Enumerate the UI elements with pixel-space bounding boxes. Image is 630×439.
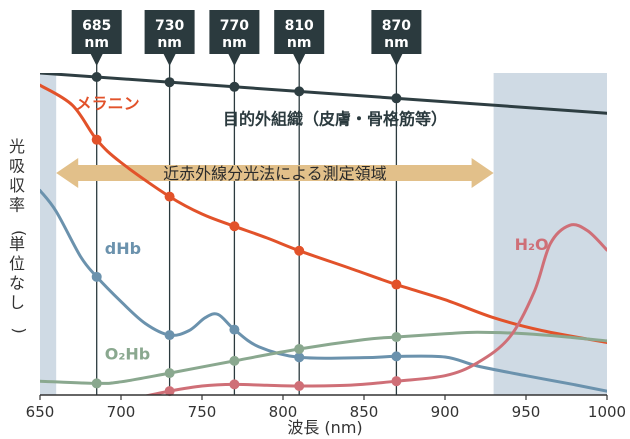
measurement-range-arrow: [56, 158, 494, 188]
wavelength-unit: nm: [157, 35, 182, 51]
data-point-o2hb-870: [391, 332, 402, 343]
data-point-tissue-810: [294, 86, 305, 97]
x-tick-label-650: 650: [26, 403, 55, 421]
wavelength-value: 810: [285, 18, 314, 34]
x-axis: 650 700 750 800 850 900 950 1000: [26, 394, 626, 421]
data-point-o2hb-685: [91, 378, 102, 389]
series-labels: 目的外組織（皮膚・骨格筋等） メラニン dHb O₂Hb H₂O: [76, 94, 549, 364]
wavelength-unit: nm: [384, 35, 409, 51]
shaded-region: [40, 73, 57, 395]
wavelength-value: 730: [155, 18, 184, 34]
shaded-regions: [40, 73, 607, 395]
data-point-o2hb-810: [294, 343, 305, 354]
x-tick-label-750: 750: [188, 403, 217, 421]
measurement-range-label: 近赤外線分光法による測定領域: [163, 164, 387, 183]
series-label-melanin: メラニン: [76, 94, 140, 113]
series-label-h2o: H₂O: [515, 235, 549, 254]
data-point-h2o-870: [391, 376, 402, 387]
series-line-tissue: [40, 73, 607, 115]
data-point-h2o-770: [229, 379, 240, 390]
x-tick-label-850: 850: [350, 403, 379, 421]
series-label-tissue: 目的外組織（皮膚・骨格筋等）: [223, 110, 447, 129]
data-point-tissue-730: [164, 77, 175, 88]
points-layer: [91, 72, 402, 397]
data-point-tissue-770: [229, 81, 240, 92]
data-point-melanin-870: [391, 279, 402, 290]
x-tick-label-950: 950: [512, 403, 541, 421]
x-tick-label-900: 900: [431, 403, 460, 421]
data-point-o2hb-770: [229, 355, 240, 366]
data-point-tissue-870: [391, 93, 402, 104]
series-line-h2o: [143, 223, 607, 395]
data-point-melanin-730: [164, 191, 175, 202]
x-axis-title: 波長 (nm): [287, 418, 362, 437]
data-point-dhb-870: [391, 351, 402, 362]
data-point-o2hb-730: [164, 368, 175, 379]
data-point-h2o-730: [164, 386, 175, 397]
data-point-melanin-810: [294, 245, 305, 256]
series-line-o2hb: [40, 330, 607, 385]
series-label-dhb: dHb: [105, 239, 141, 258]
x-tick-label-700: 700: [107, 403, 136, 421]
shaded-region: [493, 73, 607, 395]
series-layer: [40, 73, 607, 395]
data-point-dhb-810: [294, 352, 305, 363]
data-point-dhb-770: [229, 324, 240, 335]
data-point-h2o-810: [294, 380, 305, 391]
series-label-o2hb: O₂Hb: [105, 345, 150, 364]
data-point-dhb-730: [164, 330, 175, 341]
wavelength-unit: nm: [84, 35, 109, 51]
wavelength-value: 685: [82, 18, 111, 34]
y-axis-title: 光吸収率(単位なし): [9, 137, 29, 334]
data-point-melanin-770: [229, 221, 240, 232]
x-tick-label-1000: 1000: [588, 403, 626, 421]
wavelength-unit: nm: [287, 35, 312, 51]
data-point-tissue-685: [91, 72, 102, 83]
wavelength-value: 870: [382, 18, 411, 34]
annotation-layer: 近赤外線分光法による測定領域: [56, 158, 494, 188]
wavelength-unit: nm: [222, 35, 247, 51]
x-tick-label-800: 800: [269, 403, 298, 421]
series-line-melanin: [40, 83, 607, 344]
wavelength-value: 770: [220, 18, 249, 34]
data-point-melanin-685: [91, 134, 102, 145]
data-point-dhb-685: [91, 271, 102, 282]
